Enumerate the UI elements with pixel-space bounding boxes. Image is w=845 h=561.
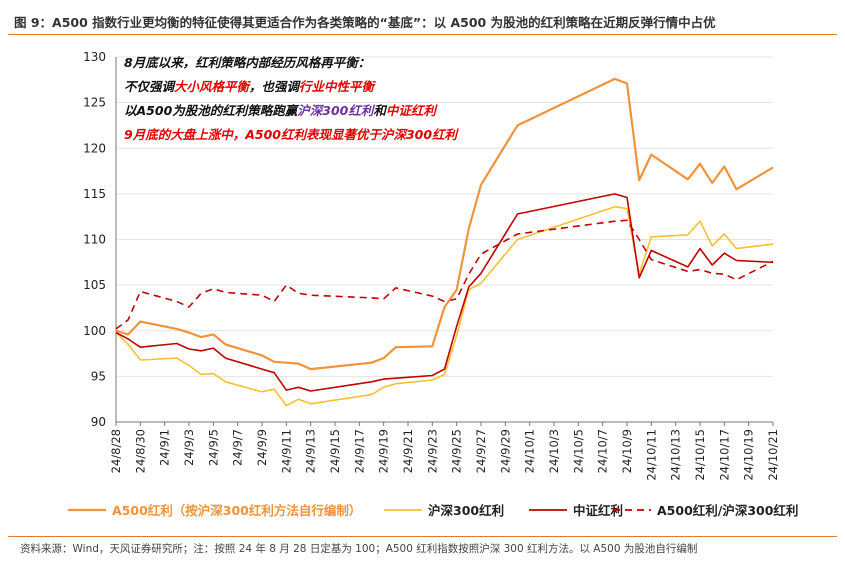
figure-title: 图 9：A500 指数行业更均衡的特征使得其更适合作为各类策略的“基底”：以 A… (14, 15, 716, 30)
y-gridlines (116, 56, 773, 377)
legend-label: 沪深300红利 (428, 503, 504, 518)
y-tick-label: 130 (83, 50, 106, 64)
y-tick-label: 100 (83, 324, 106, 338)
x-tick-label: 24/10/21 (766, 429, 780, 481)
series-line-1 (115, 205, 774, 407)
x-tick-label: 24/10/15 (693, 429, 707, 481)
legend-label: A500红利/沪深300红利 (657, 503, 798, 518)
y-tick-label: 110 (83, 233, 106, 247)
x-tick-label: 24/10/3 (547, 429, 561, 473)
source-note: 资料来源：Wind，天风证券研究所；注：按照 24 年 8 月 28 日定基为 … (20, 543, 698, 555)
x-tick-label: 24/9/3 (182, 429, 196, 466)
x-tick-label: 24/9/29 (498, 429, 512, 473)
footer-divider (8, 536, 837, 537)
x-tick-label: 24/9/23 (425, 429, 439, 473)
y-tick-labels: 90 95 100 105 110 115 120 125 130 (83, 50, 106, 429)
x-tick-label: 24/9/17 (352, 429, 366, 473)
x-tick-label: 24/8/30 (133, 429, 147, 473)
x-tick-label: 24/10/9 (620, 429, 634, 473)
annotation-line-3: 以A500为股池的红利策略跑赢沪深300红利和中证红利 (124, 103, 438, 118)
x-tick-label: 24/10/17 (717, 429, 731, 481)
y-tick-label: 105 (83, 278, 106, 292)
y-tick-label: 120 (83, 141, 106, 155)
annotation-line-1: 8月底以来，红利策略内部经历风格再平衡： (124, 55, 370, 70)
series-lines (115, 77, 774, 407)
series-line-0 (115, 77, 774, 371)
x-tick-label: 24/9/7 (231, 429, 245, 466)
x-tick-label: 24/9/19 (377, 429, 391, 473)
x-tick-labels: 24/8/28 24/8/30 24/9/1 24/9/3 24/9/5 24/9/7 24… (109, 429, 780, 481)
y-tick-label: 90 (91, 415, 106, 429)
x-tick-label: 24/9/5 (206, 429, 220, 466)
legend-label: A500红利（按沪深300红利方法自行编制） (112, 503, 361, 518)
x-tick-label: 24/9/15 (328, 429, 342, 473)
series-line-2 (115, 193, 774, 392)
annotation-line-4: 9月底的大盘上涨中，A500红利表现显著优于沪深300红利 (124, 127, 460, 142)
title-bar: 图 9：A500 指数行业更均衡的特征使得其更适合作为各类策略的“基底”：以 A… (8, 6, 837, 35)
chart-annotation: 8月底以来，红利策略内部经历风格再平衡： 不仅强调大小风格平衡，也强调行业中性平… (124, 55, 460, 142)
axes (115, 57, 774, 426)
x-tick-label: 24/8/28 (109, 429, 123, 473)
y-tick-label: 115 (83, 187, 106, 201)
legend-label: 中证红利 (573, 503, 623, 518)
x-tick-label: 24/9/25 (450, 429, 464, 473)
y-tick-label: 95 (91, 369, 106, 383)
x-tick-label: 24/9/13 (304, 429, 318, 473)
chart-legend: A500红利（按沪深300红利方法自行编制） 沪深300红利 中证红利 A500红利/… (68, 503, 798, 518)
x-tick-label: 24/10/11 (644, 429, 658, 481)
annotation-line-2: 不仅强调大小风格平衡，也强调行业中性平衡 (124, 79, 377, 94)
x-tick-label: 24/10/7 (596, 429, 610, 473)
x-tick-label: 24/10/1 (523, 429, 537, 473)
x-tick-label: 24/9/21 (401, 429, 415, 473)
x-tick-label: 24/10/19 (742, 429, 756, 481)
y-tick-label: 125 (83, 96, 106, 110)
x-tick-label: 24/9/9 (255, 429, 269, 466)
x-tick-label: 24/9/27 (474, 429, 488, 473)
x-tick-label: 24/9/11 (279, 429, 293, 473)
x-tick-label: 24/10/13 (669, 429, 683, 481)
x-tick-label: 24/9/1 (158, 429, 172, 466)
x-tick-label: 24/10/5 (571, 429, 585, 473)
series-line-3 (115, 219, 774, 330)
